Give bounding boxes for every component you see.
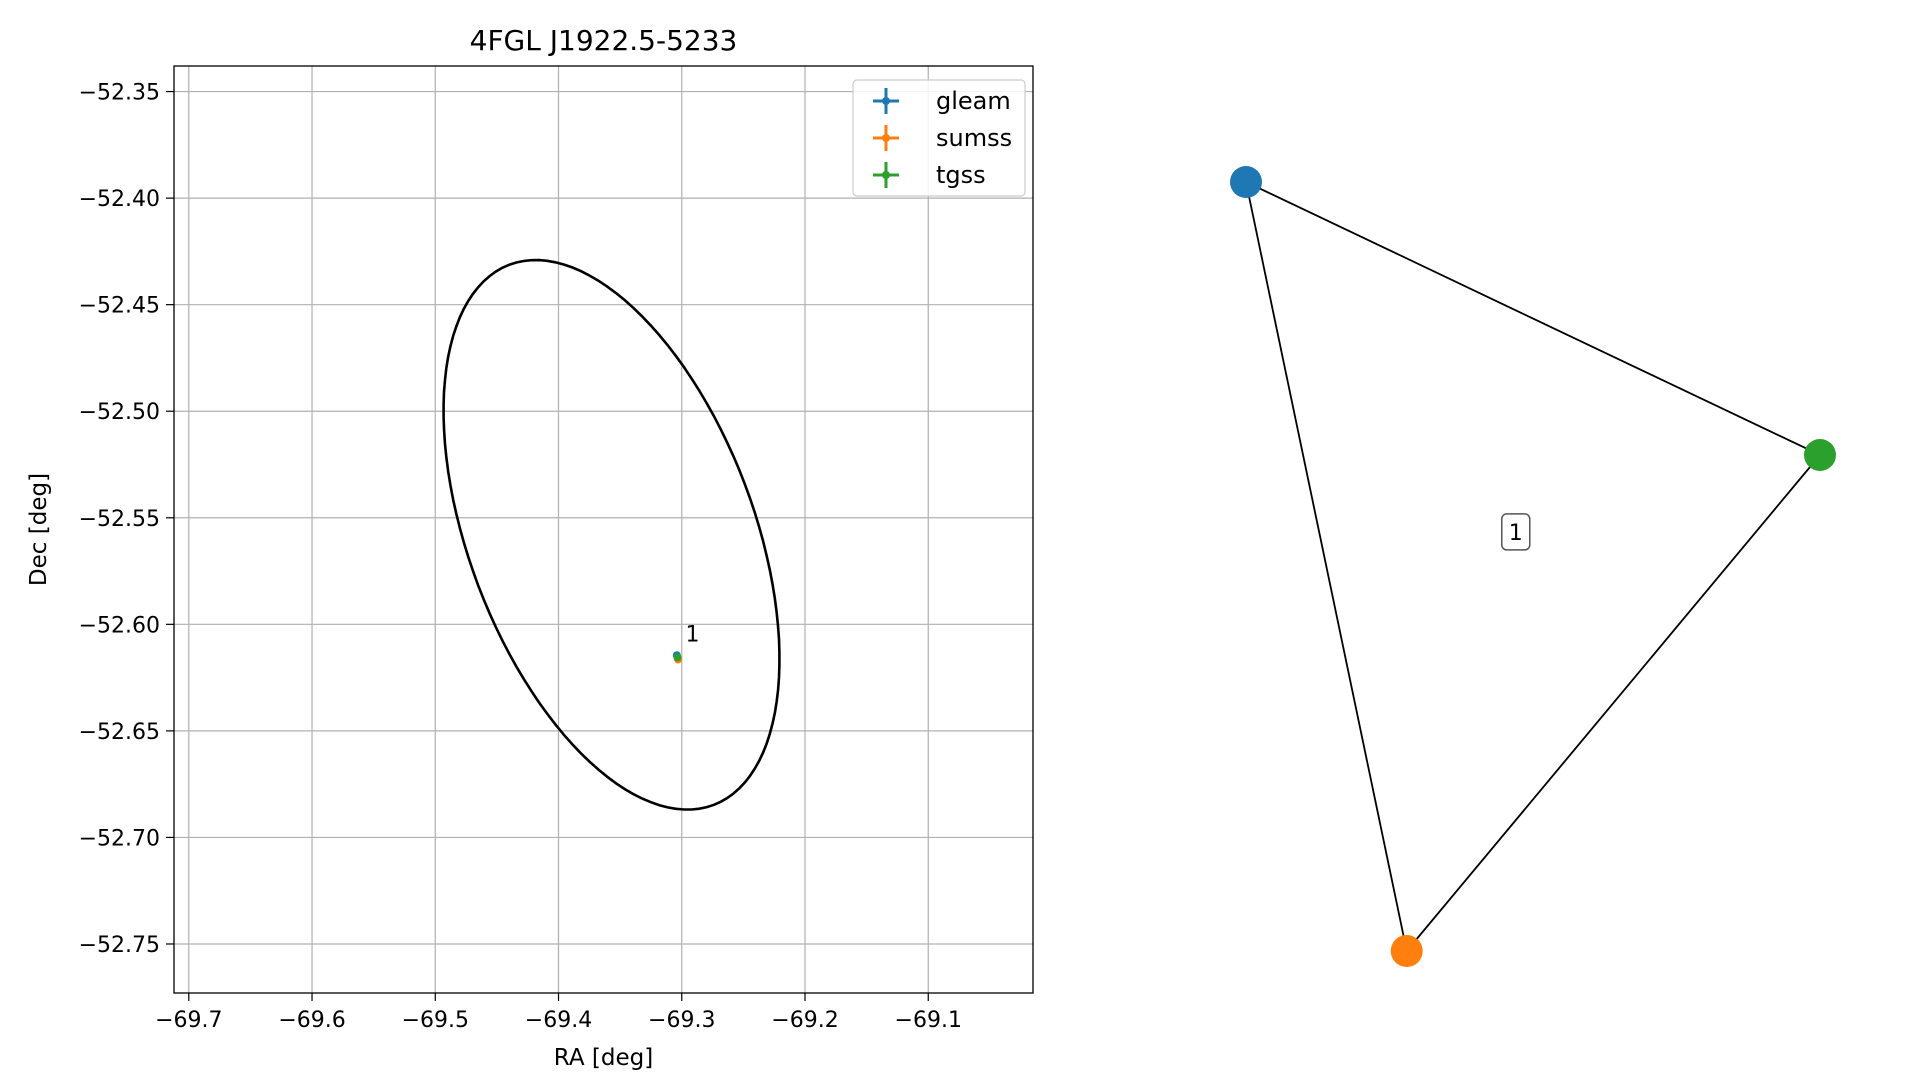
legend-marker-dot <box>882 97 890 105</box>
graph-edges <box>1245 181 1821 952</box>
error-ellipse-layer <box>442 258 781 811</box>
x-tick-label: −69.4 <box>525 1008 592 1033</box>
y-tick-label: −52.55 <box>79 507 160 532</box>
cluster-label: 1 <box>1501 513 1531 551</box>
y-axis-label: Dec [deg] <box>26 473 52 586</box>
plot-frame <box>173 65 1034 994</box>
y-tick-label: −52.65 <box>79 720 160 745</box>
edge-gleam-sumss <box>1245 181 1408 952</box>
y-tick-label: −52.60 <box>79 613 160 638</box>
network-panel: 1 <box>1230 166 1836 967</box>
tgss-point <box>673 653 682 662</box>
cluster-label-box <box>1501 513 1531 551</box>
chart-title: 4FGL J1922.5-5233 <box>470 24 738 57</box>
x-axis-ticks: −69.7 −69.6 −69.5 −69.4 −69.3 −69.2 −69.1 <box>155 993 962 1033</box>
graph-nodes <box>1230 166 1836 967</box>
x-tick-label: −69.7 <box>155 1008 222 1033</box>
grid-lines <box>174 66 1033 993</box>
x-tick-label: −69.5 <box>402 1008 469 1033</box>
x-tick-label: −69.3 <box>648 1008 715 1033</box>
y-tick-label: −52.50 <box>79 400 160 425</box>
y-tick-label: −52.40 <box>79 187 160 212</box>
error-ellipse <box>442 258 781 811</box>
edge-sumss-tgss <box>1406 454 1821 952</box>
edge-gleam-tgss <box>1245 181 1821 456</box>
x-axis-label: RA [deg] <box>554 1045 653 1071</box>
y-tick-label: −52.45 <box>79 294 160 319</box>
cluster-label-text: 1 <box>1509 521 1523 546</box>
data-points-layer: 1 <box>672 622 699 664</box>
legend-label-gleam: gleam <box>936 87 1011 115</box>
legend-marker-dot <box>882 134 890 142</box>
y-tick-label: −52.75 <box>79 933 160 958</box>
x-tick-label: −69.2 <box>771 1008 838 1033</box>
node-gleam <box>1230 166 1262 198</box>
point-annotation: 1 <box>685 622 699 647</box>
node-tgss <box>1804 438 1836 471</box>
node-sumss <box>1390 935 1423 967</box>
legend-label-tgss: tgss <box>936 161 986 189</box>
legend-marker-dot <box>882 171 890 179</box>
legend-box <box>852 79 1026 197</box>
scatter-panel: 4FGL J1922.5-5233 1 −69.7 −69.6 −69.5 −69.4… <box>26 24 1034 1071</box>
x-tick-label: −69.6 <box>278 1008 345 1033</box>
y-tick-label: −52.70 <box>79 826 160 851</box>
legend-label-sumss: sumss <box>936 124 1012 152</box>
x-tick-label: −69.1 <box>895 1008 962 1033</box>
y-tick-label: −52.35 <box>79 81 160 106</box>
y-axis-ticks: −52.35 −52.40 −52.45 −52.50 −52.55 −52.60 −52.… <box>79 81 174 958</box>
legend: gleam sumss tgss <box>852 79 1026 197</box>
